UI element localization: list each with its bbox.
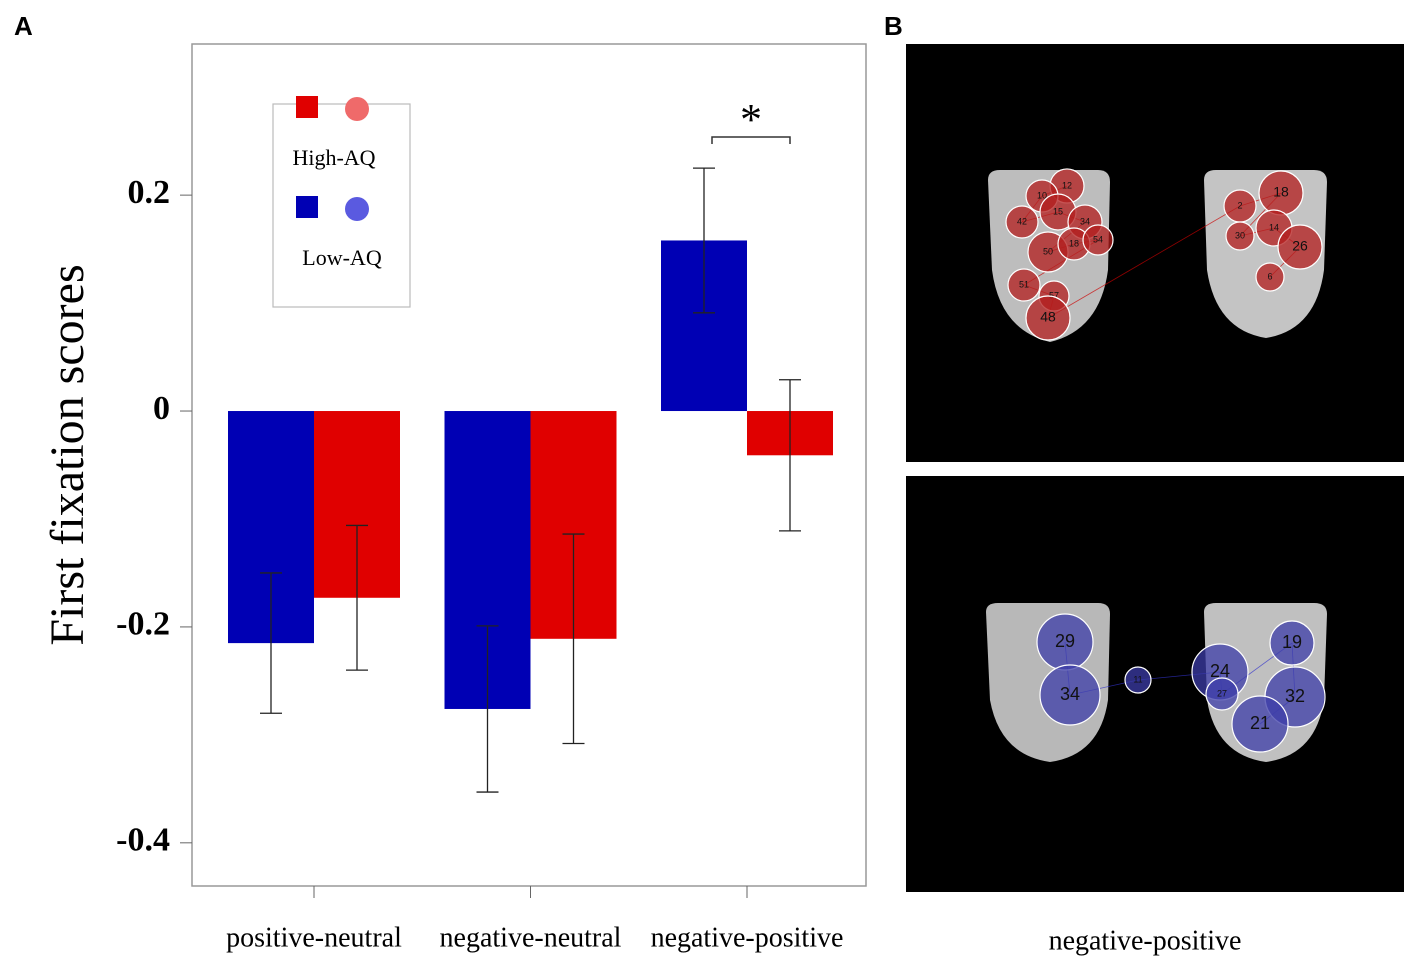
legend-marker xyxy=(345,97,369,121)
y-tick-label: 0 xyxy=(153,390,170,427)
image-bottom xyxy=(906,476,1404,892)
fixation-label: 10 xyxy=(1037,190,1047,200)
legend-swatch xyxy=(296,196,318,218)
fixation-label: 57 xyxy=(1049,290,1059,300)
image-caption: negative-positive xyxy=(1049,925,1242,956)
fixation xyxy=(1231,695,1289,753)
legend-label: High-AQ xyxy=(292,145,375,170)
fixation-label: 30 xyxy=(1235,230,1245,240)
fixation-label: 2 xyxy=(1237,200,1242,210)
error-bar xyxy=(476,625,499,793)
fixation-label: 6 xyxy=(1267,271,1272,281)
fixation-label: 24 xyxy=(1210,661,1230,681)
fixation xyxy=(1277,224,1323,270)
fixation-label: 26 xyxy=(1292,238,1308,254)
fixation-label: 18 xyxy=(1273,184,1289,200)
y-axis-label: First fixation scores xyxy=(41,264,94,645)
fixation-label: 54 xyxy=(1093,234,1103,244)
error-bar xyxy=(779,379,801,532)
fixation xyxy=(1005,205,1039,239)
fixation xyxy=(1255,262,1285,292)
fixation-label: 51 xyxy=(1019,279,1029,289)
fixation xyxy=(1225,221,1255,251)
legend-box xyxy=(272,103,411,308)
fixation-label: 15 xyxy=(1053,206,1063,216)
fixation-label: 12 xyxy=(1062,180,1072,190)
fixation-label: 34 xyxy=(1060,684,1080,704)
fixation xyxy=(1205,677,1239,711)
error-bar xyxy=(562,533,585,745)
error-bar xyxy=(260,572,282,714)
fixation-label: 34 xyxy=(1080,216,1090,226)
significance-label: * xyxy=(740,95,762,144)
fixation-label: 21 xyxy=(1250,713,1270,733)
fixation-label: 18 xyxy=(1069,238,1079,248)
legend-marker xyxy=(345,197,369,221)
x-tick-label: positive-neutral xyxy=(226,922,402,953)
fixation xyxy=(1124,666,1152,694)
fixation xyxy=(1039,664,1101,726)
fixation-label: 50 xyxy=(1043,246,1053,256)
panel-label: A xyxy=(14,11,33,41)
error-bar xyxy=(346,524,368,671)
fixation xyxy=(1007,268,1041,302)
legend-label: Low-AQ xyxy=(302,245,382,270)
fixation xyxy=(1025,295,1071,341)
fixation-label: 19 xyxy=(1282,632,1302,652)
significance-bracket xyxy=(711,136,791,144)
legend-swatch xyxy=(296,96,318,118)
fixation-label: 32 xyxy=(1285,686,1305,706)
fixation-label: 27 xyxy=(1217,688,1227,698)
y-tick-label: -0.4 xyxy=(116,822,170,859)
fixation-label: 42 xyxy=(1017,216,1027,226)
fixation xyxy=(1082,224,1114,256)
fixation xyxy=(1269,620,1315,666)
fixation-label: 14 xyxy=(1269,222,1279,232)
fixation-label: 48 xyxy=(1040,309,1056,325)
image-top xyxy=(906,44,1404,462)
fixation-label: 29 xyxy=(1055,631,1075,651)
x-tick-label: negative-positive xyxy=(651,922,844,953)
plot-frame xyxy=(191,43,867,887)
saccade xyxy=(1047,205,1241,319)
fixation-label: 11 xyxy=(1133,674,1142,684)
x-tick-label: negative-neutral xyxy=(440,922,622,953)
y-tick-label: -0.2 xyxy=(116,606,170,643)
error-bar xyxy=(693,167,715,314)
y-tick-label: 0.2 xyxy=(128,174,171,211)
panel-label: B xyxy=(884,11,903,41)
